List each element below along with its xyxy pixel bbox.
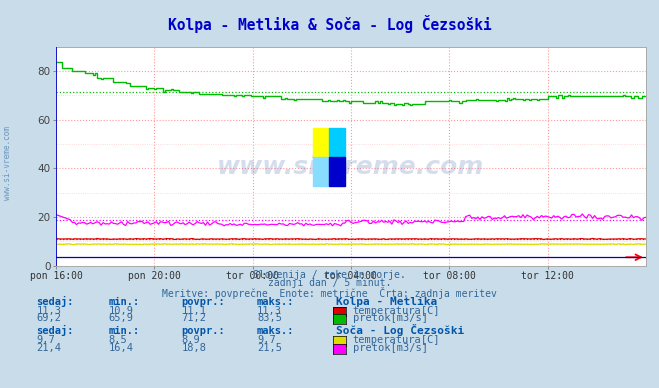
- Text: 83,5: 83,5: [257, 313, 282, 323]
- Text: temperatura[C]: temperatura[C]: [353, 305, 440, 315]
- Text: Kolpa - Metlika: Kolpa - Metlika: [336, 296, 438, 307]
- Text: zadnji dan / 5 minut.: zadnji dan / 5 minut.: [268, 278, 391, 288]
- Text: www.si-vreme.com: www.si-vreme.com: [3, 126, 13, 200]
- Text: 69,2: 69,2: [36, 313, 61, 323]
- Text: www.si-vreme.com: www.si-vreme.com: [217, 155, 484, 179]
- Text: pretok[m3/s]: pretok[m3/s]: [353, 343, 428, 353]
- Text: 11,1: 11,1: [181, 305, 206, 315]
- Text: 8,5: 8,5: [109, 335, 127, 345]
- Text: Meritve: povprečne  Enote: metrične  Črta: zadnja meritev: Meritve: povprečne Enote: metrične Črta:…: [162, 287, 497, 299]
- Text: min.:: min.:: [109, 296, 140, 307]
- Text: maks.:: maks.:: [257, 296, 295, 307]
- Text: sedaj:: sedaj:: [36, 296, 74, 307]
- Text: 16,4: 16,4: [109, 343, 134, 353]
- Text: 11,3: 11,3: [257, 305, 282, 315]
- Text: Slovenija / reke in morje.: Slovenija / reke in morje.: [253, 270, 406, 280]
- Text: 9,7: 9,7: [257, 335, 275, 345]
- Text: povpr.:: povpr.:: [181, 296, 225, 307]
- Text: 10,9: 10,9: [109, 305, 134, 315]
- Text: 21,5: 21,5: [257, 343, 282, 353]
- Text: Kolpa - Metlika & Soča - Log Čezsoški: Kolpa - Metlika & Soča - Log Čezsoški: [167, 15, 492, 33]
- Text: 65,9: 65,9: [109, 313, 134, 323]
- Text: 71,2: 71,2: [181, 313, 206, 323]
- Text: 18,8: 18,8: [181, 343, 206, 353]
- Text: sedaj:: sedaj:: [36, 326, 74, 336]
- Text: min.:: min.:: [109, 326, 140, 336]
- Text: 8,9: 8,9: [181, 335, 200, 345]
- Text: maks.:: maks.:: [257, 326, 295, 336]
- Text: Soča - Log Čezsoški: Soča - Log Čezsoški: [336, 324, 465, 336]
- Text: 21,4: 21,4: [36, 343, 61, 353]
- Text: 9,7: 9,7: [36, 335, 55, 345]
- Text: temperatura[C]: temperatura[C]: [353, 335, 440, 345]
- Text: pretok[m3/s]: pretok[m3/s]: [353, 313, 428, 323]
- Text: povpr.:: povpr.:: [181, 326, 225, 336]
- Text: 11,3: 11,3: [36, 305, 61, 315]
